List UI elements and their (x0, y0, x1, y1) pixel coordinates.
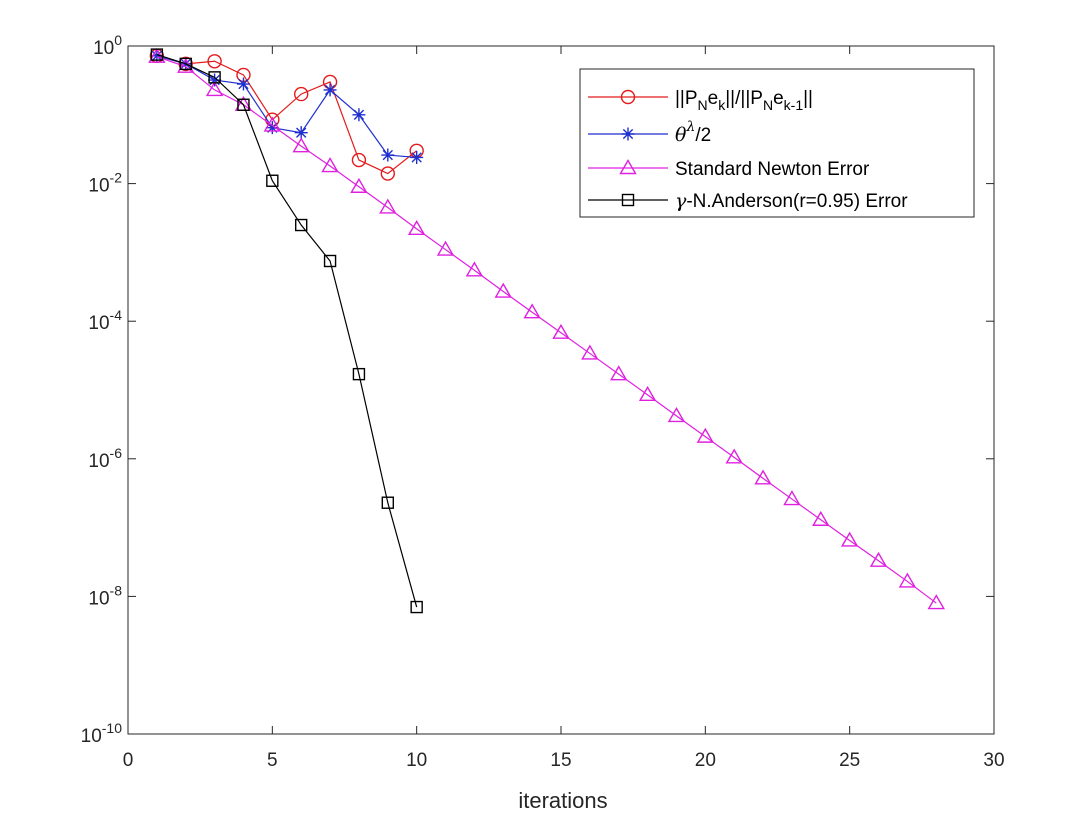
legend-label: ||PNek||/||PNek-1|| (675, 88, 813, 113)
series-2-point (208, 73, 222, 87)
series-3-point (667, 407, 686, 423)
series-3-point (725, 448, 743, 464)
series-3 (148, 47, 945, 610)
series-3-point (436, 240, 455, 256)
series-1-line (156, 55, 418, 175)
series-3-point (581, 344, 599, 360)
series-2-point (150, 49, 164, 63)
series-4 (150, 48, 423, 614)
series-4-point (266, 174, 279, 187)
series-4-point (179, 57, 192, 71)
axes-layer: 0 5 10 15 20 25 30 100 10-2 10-4 10-6 10-8 10-10 (81, 32, 1005, 771)
series-3-point (783, 490, 801, 506)
legend: ||PNek||/||PNek-1|| θλ/2 Standard Newton E… (579, 68, 975, 218)
y-tick-label: 10-2 (88, 170, 122, 197)
x-tick-label: 5 (267, 750, 278, 771)
y-tick-label: 10-8 (88, 582, 122, 609)
series-1-point (294, 86, 309, 102)
series-3-point (407, 219, 426, 236)
series-1-point (207, 54, 222, 69)
legend-item-3: Standard Newton Error (588, 159, 870, 180)
series-1-point (351, 152, 367, 168)
series-3-point (379, 198, 397, 214)
series-2-point (410, 150, 424, 164)
legend-label: γ-N.Anderson(r=0.95) Error (675, 190, 908, 212)
legend-marker (621, 127, 635, 141)
legend-marker (621, 193, 635, 207)
series-2-line (156, 55, 417, 159)
series-3-point (321, 157, 339, 173)
series-4-point (381, 496, 394, 509)
series-3-point (812, 510, 830, 526)
legend-item-1: ||PNek||/||PNek-1|| (588, 88, 813, 113)
legend-label: θλ/2 (675, 119, 711, 146)
series-4-point (323, 254, 337, 268)
series-3-line (156, 56, 937, 604)
y-tick-label: 10-6 (88, 445, 122, 472)
x-tick-label: 30 (983, 750, 1004, 771)
series-3-point (205, 81, 224, 97)
series-3-point (610, 365, 628, 381)
legend-item-2: θλ/2 (588, 119, 711, 146)
series-2-point (265, 121, 279, 135)
series-3-point (350, 177, 368, 193)
x-tick-label: 10 (406, 750, 427, 771)
series-3-point (263, 116, 282, 132)
x-tick-label: 25 (839, 750, 860, 771)
series-4-point (237, 98, 250, 111)
series-2-point (294, 126, 308, 140)
x-axis-label: iterations (518, 788, 607, 813)
series-3-point (465, 261, 484, 277)
legend-marker (620, 89, 636, 105)
series-3-point (869, 551, 888, 567)
legend-marker (619, 159, 637, 175)
series-3-point (292, 137, 310, 153)
series-4-point (352, 367, 366, 381)
series-1-point (380, 166, 395, 181)
series-3-point (696, 427, 715, 443)
y-tick-label: 10-10 (81, 720, 123, 747)
x-tick-label: 15 (550, 750, 571, 771)
series-layer (148, 47, 945, 614)
series-3-point (898, 572, 917, 588)
series-3-point (840, 531, 859, 547)
series-3-point (638, 385, 657, 402)
legend-box (579, 68, 975, 218)
legend-label: Standard Newton Error (675, 159, 870, 180)
series-3-point (927, 594, 945, 610)
series-2-point (236, 77, 250, 91)
y-tick-label: 100 (93, 32, 122, 59)
series-3-point (494, 282, 512, 298)
series-4-point (208, 71, 221, 84)
series-4-point (150, 48, 164, 61)
series-2-point (352, 108, 366, 122)
series-4-line (156, 54, 418, 608)
series-3-point (754, 469, 772, 485)
series-2-point (381, 148, 395, 162)
series-3-point (523, 303, 541, 319)
legend-item-4: γ-N.Anderson(r=0.95) Error (588, 190, 908, 212)
series-2-point (323, 83, 337, 97)
series-4-point (410, 600, 423, 614)
x-tick-label: 0 (123, 750, 134, 771)
series-4-point (295, 218, 308, 232)
y-tick-label: 10-4 (88, 307, 122, 334)
series-3-point (552, 323, 570, 339)
x-tick-label: 20 (695, 750, 716, 771)
